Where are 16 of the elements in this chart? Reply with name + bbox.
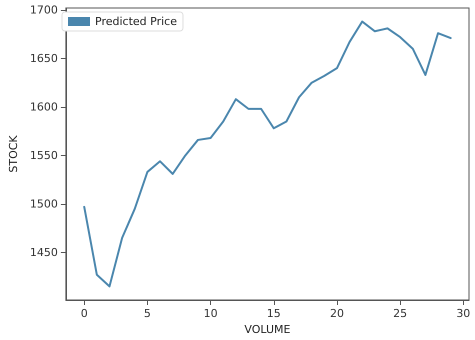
x-tick-label: 15 [266, 307, 281, 320]
y-tick-label: 1600 [30, 100, 58, 114]
y-tick-label: 1500 [30, 197, 58, 210]
x-tick-label: 25 [393, 307, 408, 320]
y-tick-label: 1700 [30, 3, 58, 16]
x-tick-label: 10 [204, 307, 218, 320]
legend-label: Predicted Price [95, 15, 178, 28]
x-tick-label: 0 [80, 307, 88, 320]
x-tick-label: 20 [330, 307, 344, 320]
y-tick-label: 1550 [30, 148, 58, 162]
y-tick-label: 1450 [30, 246, 58, 259]
x-tick-label: 5 [144, 307, 151, 320]
y-tick-label: 1650 [30, 52, 58, 65]
x-tick-label: 30 [456, 307, 470, 320]
x-axis-title: VOLUME [244, 322, 291, 336]
y-axis-title: STOCK [7, 134, 20, 173]
